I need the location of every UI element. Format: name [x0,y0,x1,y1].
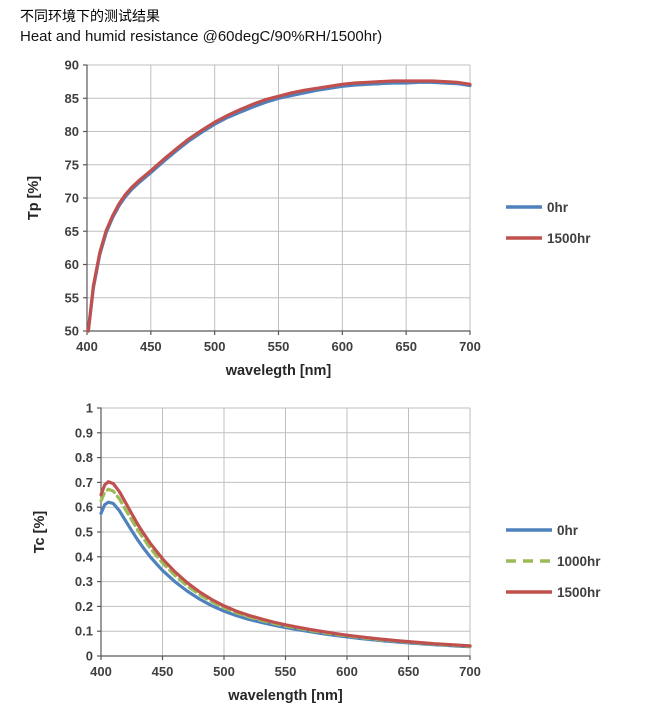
tp-chart-legend: 0hr 1500hr [506,198,591,260]
y-tick-label: 90 [65,58,79,73]
legend-item-1500hr: 1500hr [506,583,601,601]
x-tick-label: 700 [459,664,481,679]
legend-label: 0hr [557,522,579,538]
y-tick-label: 60 [65,257,79,272]
y-tick-label: 0 [86,649,93,664]
y-tick-label: 80 [65,124,79,139]
y-tick-label: 55 [65,290,79,305]
x-tick-label: 400 [90,664,112,679]
y-axis-title: Tc [%] [32,511,48,554]
legend-line-swatch [506,590,552,594]
legend-label: 1500hr [557,584,601,600]
y-tick-label: 0.7 [75,475,93,490]
y-tick-label: 75 [65,157,79,172]
y-tick-label: 0.9 [75,425,93,440]
x-tick-label: 650 [395,339,417,354]
legend-line-swatch [506,559,552,563]
tc-chart-legend: 0hr 1000hr 1500hr [506,521,601,614]
x-tick-label: 450 [140,339,162,354]
legend-item-1500hr: 1500hr [506,229,591,247]
legend-line-swatch [506,236,542,240]
series-line-0hr [86,80,472,333]
y-tick-label: 65 [65,224,79,239]
y-tick-label: 0.6 [75,500,93,515]
x-tick-label: 550 [275,664,297,679]
tp-transmittance-chart: 50 55 60 65 70 75 80 85 90 400 450 500 550 600 650 700 w… [26,58,481,380]
y-tick-label: 0.8 [75,450,93,465]
y-tick-label: 0.1 [75,624,93,639]
tc-transmittance-chart: 0 0.1 0.2 0.3 0.4 0.5 0.6 0.7 0.8 0.9 1 400 450 500 55… [32,401,481,705]
x-tick-label: 500 [204,339,226,354]
x-tick-label: 450 [152,664,174,679]
legend-item-0hr: 0hr [506,521,601,539]
y-axis-title: Tp [%] [26,176,42,220]
legend-item-0hr: 0hr [506,198,591,216]
x-tick-label: 650 [398,664,420,679]
legend-label: 1500hr [547,230,591,246]
y-tick-label: 85 [65,91,79,106]
y-tick-label: 0.5 [75,525,93,540]
page-subtitle-english: Heat and humid resistance @60degC/90%RH/… [20,28,383,45]
x-tick-label: 700 [459,339,481,354]
series-line-1500hr [99,480,472,648]
legend-label: 1000hr [557,553,601,569]
x-tick-label: 600 [336,664,358,679]
y-tick-label: 0.3 [75,574,93,589]
x-tick-label: 400 [76,339,98,354]
x-tick-label: 600 [331,339,353,354]
legend-item-1000hr: 1000hr [506,552,601,570]
page-title-chinese: 不同环境下的测试结果 [20,8,160,24]
y-tick-label: 70 [65,191,79,206]
x-tick-label: 550 [268,339,290,354]
legend-label: 0hr [547,199,569,215]
x-axis-title: wavelegth [nm] [225,363,332,379]
x-tick-label: 500 [213,664,235,679]
x-axis-title: wavelength [nm] [227,688,343,704]
y-tick-label: 1 [86,401,93,416]
series-line-1500hr [86,79,472,333]
y-tick-label: 50 [65,324,79,339]
y-tick-label: 0.4 [75,549,94,564]
legend-line-swatch [506,205,542,209]
legend-line-swatch [506,528,552,532]
y-tick-label: 0.2 [75,599,93,614]
